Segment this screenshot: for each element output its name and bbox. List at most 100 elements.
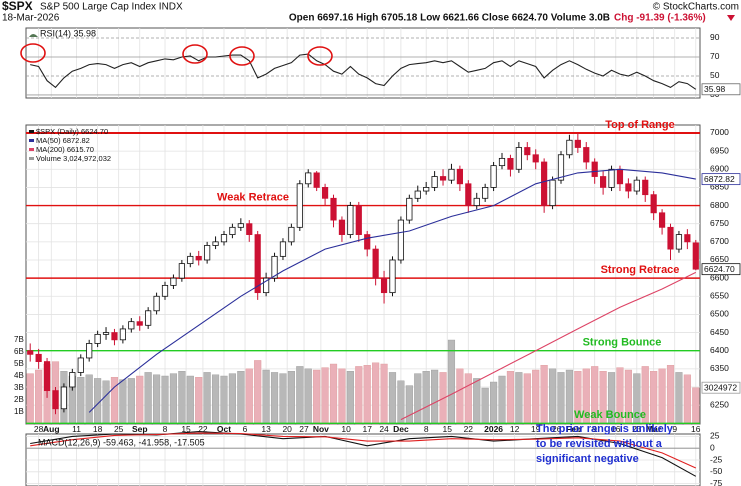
volume-bar: [515, 372, 523, 425]
candle-body: [111, 332, 118, 341]
candle-body: [69, 372, 76, 388]
candle-body: [246, 223, 253, 235]
x-tick-label: 24: [379, 424, 389, 434]
volume-bar: [473, 378, 481, 425]
y-tick-label: 6550: [710, 291, 729, 301]
volume-bar: [481, 387, 489, 425]
level-label: Strong Bounce: [583, 337, 662, 349]
legend-entry: $SPX (Daily) 6624.70: [36, 127, 108, 136]
level-label: Strong Retrace: [601, 264, 680, 276]
volume-bar: [565, 369, 573, 425]
candle-body: [482, 187, 489, 199]
volume-bar: [237, 371, 245, 425]
candle-body: [583, 147, 590, 163]
candle-body: [616, 168, 624, 185]
y-tick-label: -75: [710, 478, 723, 486]
volume-bar: [456, 368, 464, 425]
candle-body: [675, 234, 683, 250]
panel-frame: [25, 124, 701, 425]
y-tick-label: -25: [710, 454, 723, 464]
candle-body: [288, 226, 295, 243]
x-tick-label: Feb: [566, 424, 581, 434]
volume-bar: [169, 373, 178, 425]
candle-body: [465, 183, 472, 206]
value-box: [701, 263, 741, 276]
volume-bar: [338, 368, 346, 425]
volume-tick-label: 6B: [14, 347, 24, 356]
volume-bar: [548, 368, 557, 425]
x-tick-label: 25: [114, 424, 124, 434]
moving-average: [88, 168, 696, 413]
volume-bar: [616, 367, 624, 425]
candle-body: [532, 154, 539, 163]
panel-legend: RSI(14) 35.98: [40, 28, 96, 38]
down-arrow: [727, 15, 735, 21]
legend-swatch: [29, 139, 34, 142]
x-tick-label: 13: [261, 424, 271, 434]
volume-bar: [405, 385, 413, 425]
volume-bar: [490, 381, 498, 425]
level-label: Weak Bounce: [574, 409, 646, 421]
volume-bar: [675, 372, 683, 425]
highlight-circle: [307, 46, 333, 66]
macd-line: [30, 432, 697, 469]
volume-bar: [523, 373, 531, 425]
candle-body: [524, 147, 531, 156]
candle-body: [431, 176, 438, 188]
candle-body: [195, 255, 202, 261]
x-tick-label: 12: [510, 424, 520, 434]
volume-bar: [211, 374, 220, 425]
candle-body: [423, 187, 430, 192]
volume-bar: [178, 371, 186, 425]
candle-body: [650, 194, 657, 214]
candle-body: [237, 223, 244, 228]
candle-body: [557, 154, 565, 181]
candle-body: [439, 176, 447, 181]
x-tick-label: 11: [72, 424, 81, 434]
volume-bar: [270, 372, 279, 425]
y-tick-label: 0: [710, 442, 715, 452]
value-box: [701, 83, 741, 96]
y-tick-label: 6950: [710, 145, 729, 155]
legend-swatch: [29, 148, 34, 151]
y-tick-label: 6500: [710, 309, 729, 319]
y-tick-label: 7000: [710, 127, 729, 137]
candle-body: [541, 161, 548, 206]
candle-body: [448, 168, 455, 181]
y-tick-label: 6350: [710, 363, 729, 373]
candle-body: [473, 197, 480, 206]
volume-bar: [35, 369, 43, 425]
candle-body: [507, 157, 514, 170]
volume-bar: [599, 371, 607, 425]
volume-bar: [262, 369, 270, 425]
candle-body: [263, 277, 270, 294]
x-tick-label: 22: [198, 424, 208, 434]
x-tick-label: 17: [362, 424, 372, 434]
candle-body: [178, 263, 185, 279]
legend-swatch: [29, 157, 34, 160]
candle-body: [305, 172, 312, 185]
volume-bar: [102, 380, 110, 425]
candle-body: [625, 183, 632, 192]
legend-entry: Volume 3,024,972,032: [36, 154, 111, 163]
y-tick-label: 25: [710, 431, 720, 441]
volume-bar: [591, 366, 599, 425]
volume-bar: [641, 366, 649, 425]
candle-body: [254, 234, 261, 294]
x-tick-label: Aug: [43, 424, 60, 434]
x-tick-label: Nov: [313, 424, 329, 434]
volume-bar: [624, 369, 632, 425]
highlight-circle: [229, 46, 255, 66]
candle-body: [692, 242, 699, 270]
volume-bar: [557, 372, 565, 425]
candle-body: [380, 277, 388, 294]
legend-entry: MA(200) 6615.70: [36, 145, 94, 154]
volume-bar: [633, 373, 641, 425]
candle-body: [27, 350, 34, 355]
volume-bar: [372, 362, 380, 425]
value-box-label: 35.98: [704, 84, 726, 94]
value-box-label: 6624.70: [704, 264, 735, 274]
y-tick-label: 90: [710, 32, 720, 42]
candle-body: [490, 165, 497, 188]
candle-body: [77, 357, 84, 373]
